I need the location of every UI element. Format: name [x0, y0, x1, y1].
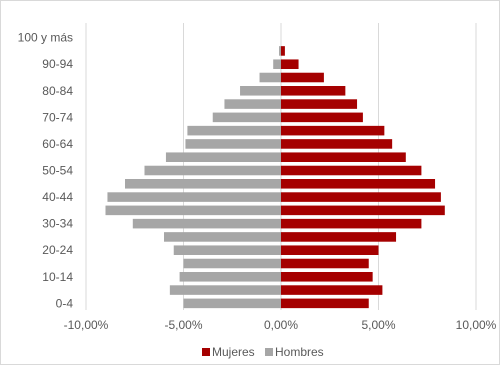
- bar-hombres-75-79: [224, 99, 281, 109]
- bar-mujeres-30-34: [281, 218, 422, 229]
- y-tick-label: 80-84: [42, 84, 73, 98]
- bar-hombres-60-64: [185, 139, 281, 149]
- bar-hombres-85-89: [259, 72, 281, 83]
- bar-hombres-90-94: [273, 59, 281, 69]
- y-tick-label: 20-24: [42, 243, 73, 257]
- bar-hombres-30-34: [132, 218, 281, 229]
- bar-mujeres-60-64: [281, 139, 393, 149]
- bar-hombres-0-4: [183, 298, 281, 309]
- bar-mujeres-55-59: [281, 152, 406, 162]
- bar-mujeres-10-14: [281, 272, 373, 282]
- bar-mujeres-5-9: [281, 285, 383, 295]
- bar-hombres-25-29: [164, 232, 281, 242]
- bar-mujeres-15-19: [281, 258, 369, 269]
- x-tick-label: -5,00%: [164, 318, 202, 332]
- bars: [105, 46, 445, 309]
- y-tick-label: 70-74: [42, 110, 73, 124]
- y-tick-label: 90-94: [42, 57, 73, 71]
- bar-mujeres-65-69: [281, 125, 385, 136]
- bar-hombres-5-9: [169, 285, 281, 295]
- bar-hombres-40-44: [107, 192, 281, 202]
- bar-hombres-70-74: [212, 112, 281, 123]
- bar-mujeres-90-94: [281, 59, 299, 69]
- bar-hombres-65-69: [187, 125, 281, 136]
- x-tick-label: 10,00%: [456, 318, 497, 332]
- bar-mujeres-80-84: [281, 86, 346, 96]
- bar-hombres-80-84: [240, 86, 281, 96]
- y-tick-label: 0-4: [56, 296, 74, 310]
- y-axis-tick-labels: 0-4 10-14 20-24 30-34 40-44 50-54 60-64 70-74 80…: [18, 31, 74, 311]
- y-tick-label: 60-64: [42, 137, 73, 151]
- legend-label-mujeres: Mujeres: [212, 345, 255, 359]
- bar-hombres-55-59: [165, 152, 281, 162]
- y-tick-label: 10-14: [42, 270, 73, 284]
- bar-hombres-15-19: [183, 258, 281, 269]
- legend-swatch-mujeres: [202, 348, 210, 356]
- x-tick-label: 0,00%: [264, 318, 298, 332]
- bar-mujeres-70-74: [281, 112, 363, 123]
- legend-swatch-hombres: [265, 348, 273, 356]
- y-tick-label: 100 y más: [18, 31, 73, 45]
- x-axis-tick-labels: -10,00% -5,00% 0,00% 5,00% 10,00%: [64, 318, 497, 332]
- legend: Mujeres Hombres: [202, 345, 324, 359]
- bar-mujeres-45-49: [281, 179, 436, 189]
- bar-mujeres-40-44: [281, 192, 441, 202]
- legend-label-hombres: Hombres: [275, 345, 324, 359]
- bar-hombres-50-54: [144, 165, 281, 176]
- y-tick-label: 30-34: [42, 217, 73, 231]
- bar-hombres-20-24: [173, 245, 281, 255]
- bar-mujeres-0-4: [281, 298, 369, 309]
- bar-hombres-95-99: [279, 46, 281, 56]
- bar-hombres-10-14: [179, 272, 281, 282]
- bar-mujeres-85-89: [281, 72, 324, 83]
- bar-mujeres-75-79: [281, 99, 358, 109]
- bar-hombres-35-39: [105, 205, 281, 216]
- x-tick-label: -10,00%: [64, 318, 109, 332]
- bar-mujeres-50-54: [281, 165, 422, 176]
- bar-mujeres-35-39: [281, 205, 445, 216]
- y-tick-label: 40-44: [42, 190, 73, 204]
- bar-mujeres-25-29: [281, 232, 397, 242]
- x-tick-label: 5,00%: [361, 318, 395, 332]
- y-tick-label: 50-54: [42, 164, 73, 178]
- bar-hombres-45-49: [125, 179, 281, 189]
- bar-mujeres-95-99: [281, 46, 285, 56]
- bar-mujeres-20-24: [281, 245, 379, 255]
